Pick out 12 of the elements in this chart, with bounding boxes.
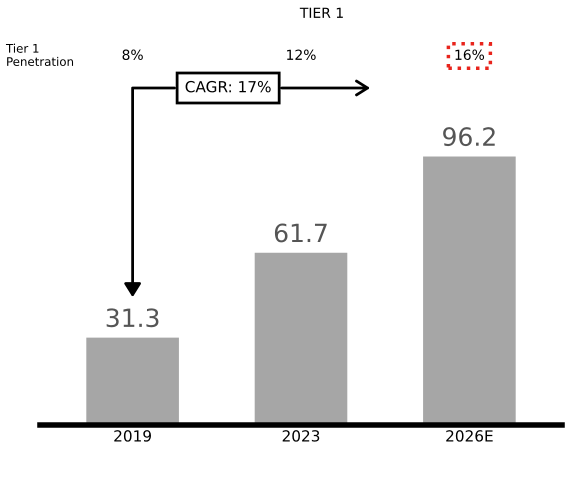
x-tick-label: 2026E <box>446 430 493 442</box>
x-tick-label: 2023 <box>282 430 320 442</box>
text: Tier 1 Penetration <box>6 44 74 66</box>
data-label: 61.7 <box>274 223 327 242</box>
text: CAGR: 17% <box>186 80 271 92</box>
data-label: 31.3 <box>106 308 158 328</box>
text: 12% <box>287 50 316 60</box>
chart-title: TIER 1 <box>300 8 343 18</box>
data-label: 96.2 <box>443 127 495 146</box>
x-tick-label: 2019 <box>114 430 151 442</box>
text: 16% <box>455 50 484 60</box>
text: 8% <box>122 50 143 60</box>
